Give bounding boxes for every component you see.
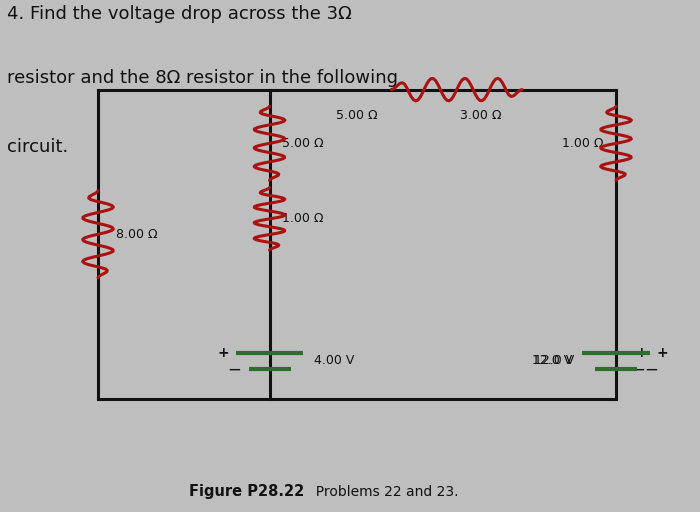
Text: 12.0 V: 12.0 V — [533, 354, 574, 368]
Text: −: − — [631, 360, 645, 378]
Text: 1.00 Ω: 1.00 Ω — [562, 137, 603, 150]
Text: 4. Find the voltage drop across the 3Ω: 4. Find the voltage drop across the 3Ω — [7, 5, 351, 23]
Text: +: + — [217, 346, 229, 360]
Text: 8.00 Ω: 8.00 Ω — [116, 228, 157, 241]
Text: circuit.: circuit. — [7, 138, 69, 156]
Text: −: − — [644, 360, 658, 378]
Text: 4.00 V: 4.00 V — [314, 354, 354, 368]
Text: Figure P28.22: Figure P28.22 — [189, 484, 304, 499]
Text: +: + — [636, 346, 648, 360]
Text: 12.0 V: 12.0 V — [532, 354, 572, 368]
Text: 5.00 Ω: 5.00 Ω — [336, 109, 377, 122]
Text: 1.00 Ω: 1.00 Ω — [282, 212, 323, 225]
Text: 5.00 Ω: 5.00 Ω — [282, 137, 323, 150]
Text: −: − — [228, 360, 241, 378]
Text: resistor and the 8Ω resistor in the following: resistor and the 8Ω resistor in the foll… — [7, 69, 398, 87]
Text: 3.00 Ω: 3.00 Ω — [461, 109, 502, 122]
Text: Problems 22 and 23.: Problems 22 and 23. — [307, 485, 458, 499]
Text: +: + — [657, 346, 668, 360]
